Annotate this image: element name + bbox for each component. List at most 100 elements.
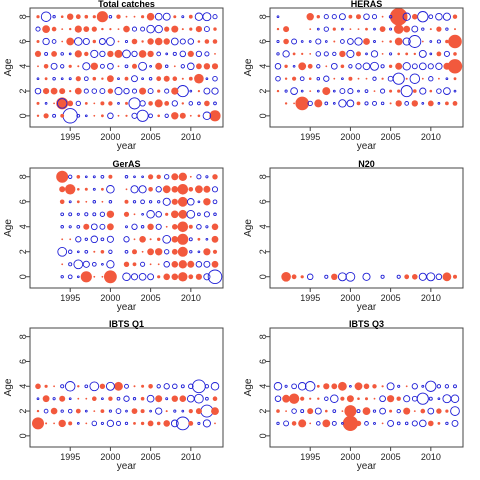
bubble-negative [92, 175, 96, 179]
bubble-negative [202, 111, 212, 121]
bubble-positive [90, 62, 99, 70]
bubble-negative [36, 77, 40, 81]
bubble-negative [172, 383, 178, 390]
bubble-negative [354, 37, 363, 46]
bubble-negative [276, 39, 280, 44]
bubble-negative [205, 175, 209, 179]
bubble-positive [387, 395, 395, 403]
y-tick-label: 8 [18, 334, 28, 339]
bubble-positive [140, 421, 145, 426]
bubble-negative [75, 100, 81, 107]
bubble-positive [195, 273, 202, 280]
bubble-negative [316, 64, 321, 69]
bubble-positive [100, 409, 105, 413]
bubble-positive [357, 397, 360, 401]
bubble-negative [211, 87, 219, 95]
bubble-positive [124, 199, 129, 204]
bubble-negative [68, 397, 72, 401]
bubble-negative [89, 381, 100, 392]
bubble-negative [419, 419, 427, 428]
bubble-negative [124, 421, 129, 426]
bubble-positive [322, 419, 331, 428]
bubble-negative [122, 49, 131, 59]
x-tick-label: 1995 [300, 452, 320, 462]
y-tick-label: 0 [258, 274, 268, 279]
bubble-negative [373, 421, 376, 425]
bubble-negative [316, 421, 321, 426]
bubble-positive [381, 385, 384, 388]
bubble-positive [282, 394, 290, 403]
bubble-negative [429, 40, 433, 43]
bubble-positive [61, 40, 64, 43]
bubble-negative [445, 27, 449, 31]
bubble-negative [140, 225, 145, 229]
bubble-positive [93, 275, 96, 278]
bubble-negative [82, 260, 90, 268]
bubble-negative [442, 394, 452, 404]
bubble-negative [273, 382, 283, 391]
bubble-negative [203, 273, 211, 281]
bubble-negative [90, 223, 98, 231]
bubble-negative [108, 200, 113, 204]
bubble-negative [51, 39, 57, 44]
bubble-positive [344, 405, 357, 418]
bubble-negative [68, 52, 72, 56]
bubble-positive [125, 101, 128, 105]
bubble-positive [83, 26, 90, 32]
x-tick-label: 2010 [421, 132, 441, 142]
bubble-negative [411, 420, 418, 427]
bubble-positive [323, 383, 330, 390]
bubble-negative [162, 234, 172, 244]
bubble-positive [171, 198, 178, 205]
bubble-negative [73, 259, 84, 270]
bubble-negative [146, 210, 155, 219]
bubble-negative [421, 384, 425, 388]
bubble-negative [171, 100, 178, 107]
bubble-positive [209, 110, 221, 122]
bubble-negative [435, 62, 443, 70]
bubble-negative [196, 174, 202, 180]
bubble-negative [75, 236, 82, 243]
bubble-negative [411, 63, 418, 70]
bubble-positive [196, 63, 202, 70]
bubble-positive [109, 28, 112, 31]
bubble-negative [205, 396, 209, 401]
bubble-negative [84, 384, 89, 389]
bubble-negative [106, 260, 115, 269]
bubble-layer [281, 271, 457, 282]
bubble-positive [181, 28, 184, 31]
x-tick-label: 2005 [381, 293, 401, 303]
x-tick-label: 2010 [181, 132, 201, 142]
bubble-positive [281, 272, 291, 282]
bubble-negative [324, 40, 328, 43]
bubble-negative [195, 50, 203, 58]
bubble-positive [163, 273, 170, 281]
bubble-positive [92, 15, 96, 19]
bubble-negative [99, 211, 106, 217]
bubble-negative [203, 26, 210, 33]
bubble-positive [438, 77, 440, 80]
y-tick-label: 6 [18, 39, 28, 44]
bubble-positive [420, 408, 426, 414]
bubble-negative [60, 77, 64, 81]
bubble-negative [404, 101, 410, 106]
bubble-negative [43, 408, 49, 414]
bubble-negative [284, 89, 288, 93]
bubble-positive [429, 89, 433, 93]
bubble-positive [214, 53, 216, 55]
bubble-positive [396, 396, 401, 401]
bubble-positive [355, 420, 362, 427]
bubble-negative [402, 37, 411, 46]
bubble-negative [212, 199, 218, 205]
y-tick-label: 0 [18, 113, 28, 118]
bubble-negative [408, 35, 422, 48]
bubble-positive [393, 24, 404, 34]
bubble-negative [197, 212, 201, 217]
bubble-positive [69, 90, 72, 93]
bubble-positive [177, 184, 189, 195]
bubble-positive [138, 50, 147, 58]
bubble-negative [370, 61, 379, 71]
bubble-positive [354, 382, 363, 391]
bubble-negative [106, 185, 115, 194]
bubble-negative [330, 394, 339, 403]
